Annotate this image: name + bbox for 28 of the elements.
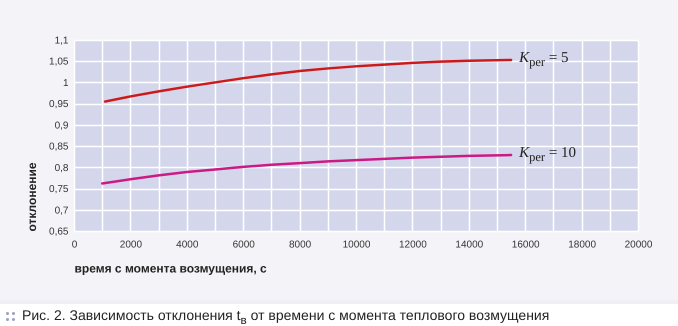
x-tick-label: 4000 bbox=[176, 240, 199, 250]
x-tick-label: 12000 bbox=[398, 240, 428, 250]
y-tick-label: 0,65 bbox=[49, 226, 69, 238]
x-tick-label: 8000 bbox=[288, 240, 312, 250]
x-tick-label: 0 bbox=[72, 240, 78, 250]
y-tick-label: 1 bbox=[62, 78, 69, 89]
text: Рис. 2. Зависимость отклонения t$_{в}$ от времени с момента теплового возмущения bbox=[22, 307, 550, 326]
y-tick-label: 0,9 bbox=[54, 120, 69, 132]
line-series bbox=[104, 58, 512, 103]
x-tick-label: 14000 bbox=[455, 240, 484, 250]
y-tick-label: 1,05 bbox=[49, 56, 69, 68]
series-label: K$_{per}$ = 5 bbox=[519, 50, 569, 70]
x-tick-label: 2000 bbox=[120, 240, 142, 250]
y-tick-label: 0,85 bbox=[49, 142, 69, 153]
x-tick-label: 18000 bbox=[568, 240, 596, 250]
y-tick-label: 1,1 bbox=[54, 36, 69, 46]
y-tick-label: 0,75 bbox=[49, 184, 69, 196]
x-tick-label: 6000 bbox=[232, 240, 256, 250]
line-series bbox=[100, 154, 512, 185]
y-axis-title: отклонение bbox=[25, 162, 40, 232]
y-tick-label: 0,8 bbox=[54, 162, 69, 174]
x-tick-label: 20000 bbox=[624, 240, 653, 250]
x-axis-title: время с момента возмущения, с bbox=[74, 262, 268, 276]
series-label: K$_{per}$ = 10 bbox=[519, 145, 576, 166]
x-tick-label: 16000 bbox=[512, 240, 540, 250]
y-tick-label: 0,7 bbox=[54, 205, 69, 216]
y-tick-label: 0,95 bbox=[49, 99, 69, 110]
x-tick-label: 10000 bbox=[342, 240, 371, 250]
